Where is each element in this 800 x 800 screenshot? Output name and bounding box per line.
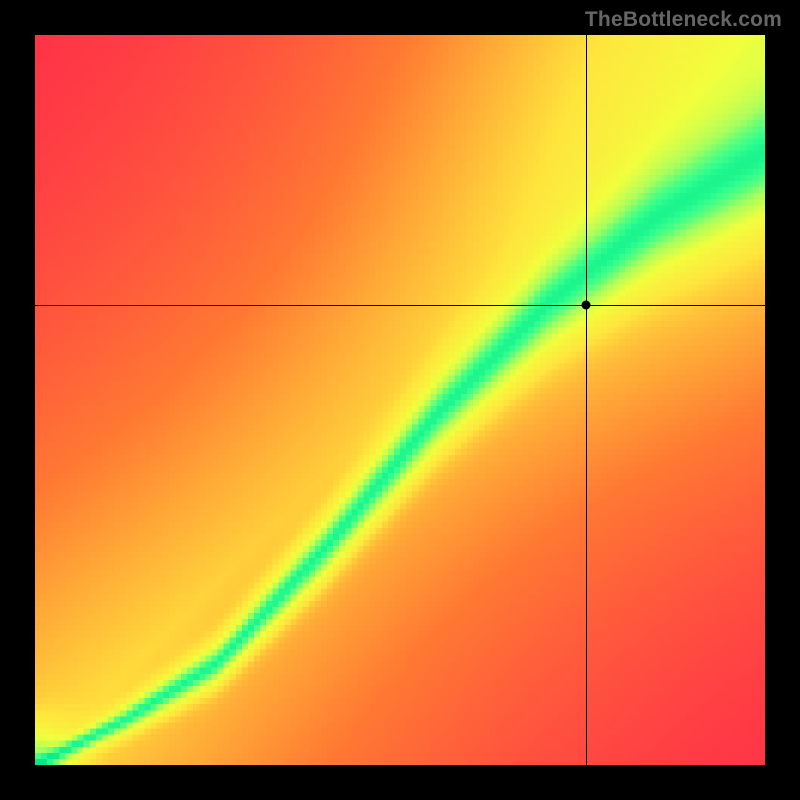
chart-container: { "chart": { "type": "heatmap", "waterma… [0, 0, 800, 800]
bottleneck-heatmap [35, 35, 765, 765]
watermark-text: TheBottleneck.com [585, 8, 782, 32]
crosshair-vertical [586, 35, 587, 765]
crosshair-horizontal [35, 305, 765, 306]
crosshair-marker [582, 301, 591, 310]
